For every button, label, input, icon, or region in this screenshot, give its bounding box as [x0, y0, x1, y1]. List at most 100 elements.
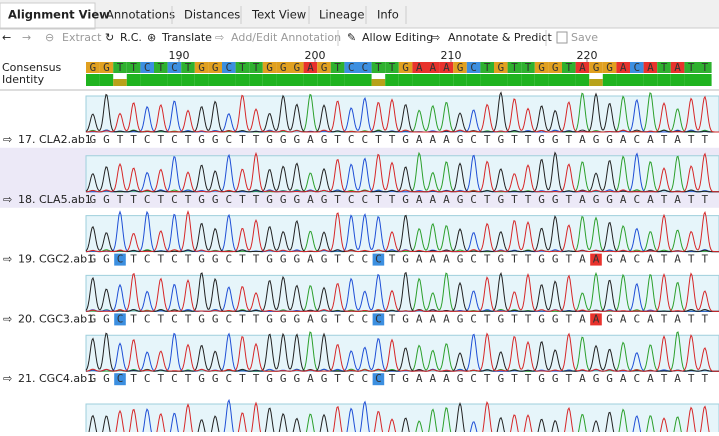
toolbar-button[interactable]: Save	[571, 31, 598, 44]
row-label: 17. CLA2.ab1	[18, 133, 92, 146]
row-label: 18. CLA5.ab1	[18, 193, 92, 206]
row-icon: ⇨	[3, 193, 12, 206]
identity-cell	[670, 74, 685, 86]
toolbar: ← → ⊖ Extract ↻ R.C. ⊛ Translate ⇨ Add/E…	[2, 30, 598, 46]
identity-cell	[548, 74, 562, 86]
identity-cell	[398, 74, 413, 86]
consensus-cell	[140, 62, 154, 73]
identity-cell	[86, 74, 100, 86]
consensus-cell	[439, 62, 454, 73]
consensus-cell	[548, 62, 562, 73]
consensus-cell	[235, 62, 250, 73]
tab[interactable]: Distances	[184, 8, 240, 22]
trace	[85, 210, 719, 253]
consensus-cell	[480, 62, 494, 73]
consensus-cell	[643, 62, 658, 73]
identity-cell	[630, 74, 644, 86]
trace	[85, 214, 719, 253]
consensus-cell	[330, 62, 345, 73]
row-sequence: GGCTCTCTGGCTTGGGAGTCCCTGAAAGCTGTTGGTAAGA…	[89, 312, 708, 325]
consensus-cell	[99, 62, 114, 73]
tab[interactable]: Annotations	[106, 8, 175, 22]
identity-cell	[194, 74, 209, 86]
consensus-cell	[208, 62, 222, 73]
trace	[85, 94, 719, 133]
toolbar-button[interactable]: Translate	[161, 31, 212, 44]
identity-cell	[290, 74, 304, 86]
identity-cell	[466, 74, 481, 86]
consensus-cell	[412, 62, 426, 73]
extract-icon: ⊖	[45, 31, 54, 44]
back-icon[interactable]: ←	[2, 31, 11, 44]
identity-cell	[494, 74, 508, 86]
consensus-cell	[494, 62, 508, 73]
row-icon: ⇨	[3, 133, 12, 146]
tab[interactable]: Lineage	[319, 8, 364, 22]
ruler-label: 210	[441, 49, 462, 62]
toolbar-button[interactable]: Allow Editing	[362, 31, 433, 44]
identity-cell	[453, 74, 467, 86]
identity-cell	[439, 74, 454, 86]
toolbar-button[interactable]: R.C.	[120, 31, 142, 44]
trace	[114, 401, 711, 436]
consensus-cell	[249, 62, 263, 73]
identity-cell	[167, 74, 182, 86]
mismatch-highlight	[372, 313, 385, 326]
translate-icon: ⊛	[147, 31, 156, 44]
consensus-cell	[562, 62, 576, 73]
mismatch-highlight	[114, 253, 126, 266]
identity-cell	[262, 74, 277, 86]
row-label: 21. CGC4.ab1	[18, 372, 94, 385]
consensus-cell	[385, 62, 399, 73]
identity-cell	[154, 74, 168, 86]
tab[interactable]: Info	[377, 8, 399, 22]
identity-cell	[181, 74, 195, 86]
mismatch-highlight	[372, 253, 385, 266]
tab[interactable]: Alignment View	[8, 8, 110, 22]
identity-cell	[317, 74, 331, 86]
identity-label: Identity	[2, 73, 45, 86]
consensus-cell	[194, 62, 209, 73]
consensus-cell	[684, 62, 698, 73]
consensus-cell	[426, 62, 440, 73]
identity-cell	[303, 74, 318, 86]
consensus-cell	[86, 62, 100, 73]
row-sequence: GGCTCTCTGGCTTGGGAGTCCCTGAAAGCTGTTGGTAAGA…	[89, 253, 708, 266]
trace	[85, 91, 719, 133]
identity-cell	[426, 74, 440, 86]
tab[interactable]: Text View	[251, 8, 306, 22]
toolbar-button[interactable]: Annotate & Predict	[448, 31, 552, 44]
consensus-cell	[466, 62, 481, 73]
consensus-cell	[616, 62, 630, 73]
quality-band	[85, 334, 719, 372]
identity-cell	[480, 74, 494, 86]
trace	[85, 151, 719, 193]
consensus-cell	[398, 62, 413, 73]
consensus-cell	[575, 62, 590, 73]
identity-cell	[684, 74, 698, 86]
ruler-label: 220	[577, 49, 598, 62]
identity-cell	[222, 74, 236, 86]
consensus-cell	[698, 62, 712, 73]
predict-icon: ⇨	[431, 31, 440, 44]
trace	[85, 332, 719, 372]
consensus-cell	[181, 62, 195, 73]
consensus-cell	[154, 62, 168, 73]
consensus-cell	[507, 62, 522, 73]
identity-cell	[358, 74, 372, 86]
forward-icon[interactable]: →	[22, 31, 31, 44]
rc-icon: ↻	[105, 31, 114, 44]
identity-cell	[249, 74, 263, 86]
toolbar-button[interactable]: Extract	[62, 31, 102, 44]
mismatch-highlight	[590, 253, 602, 266]
identity-cell	[698, 74, 712, 86]
toolbar-button[interactable]: Add/Edit Annotation	[231, 31, 341, 44]
identity-cell	[385, 74, 399, 86]
identity-cell	[616, 74, 630, 86]
consensus-cell	[371, 62, 386, 73]
trace	[85, 151, 719, 193]
consensus-cell	[670, 62, 685, 73]
identity-cell	[113, 79, 127, 86]
mismatch-highlight	[372, 373, 385, 386]
